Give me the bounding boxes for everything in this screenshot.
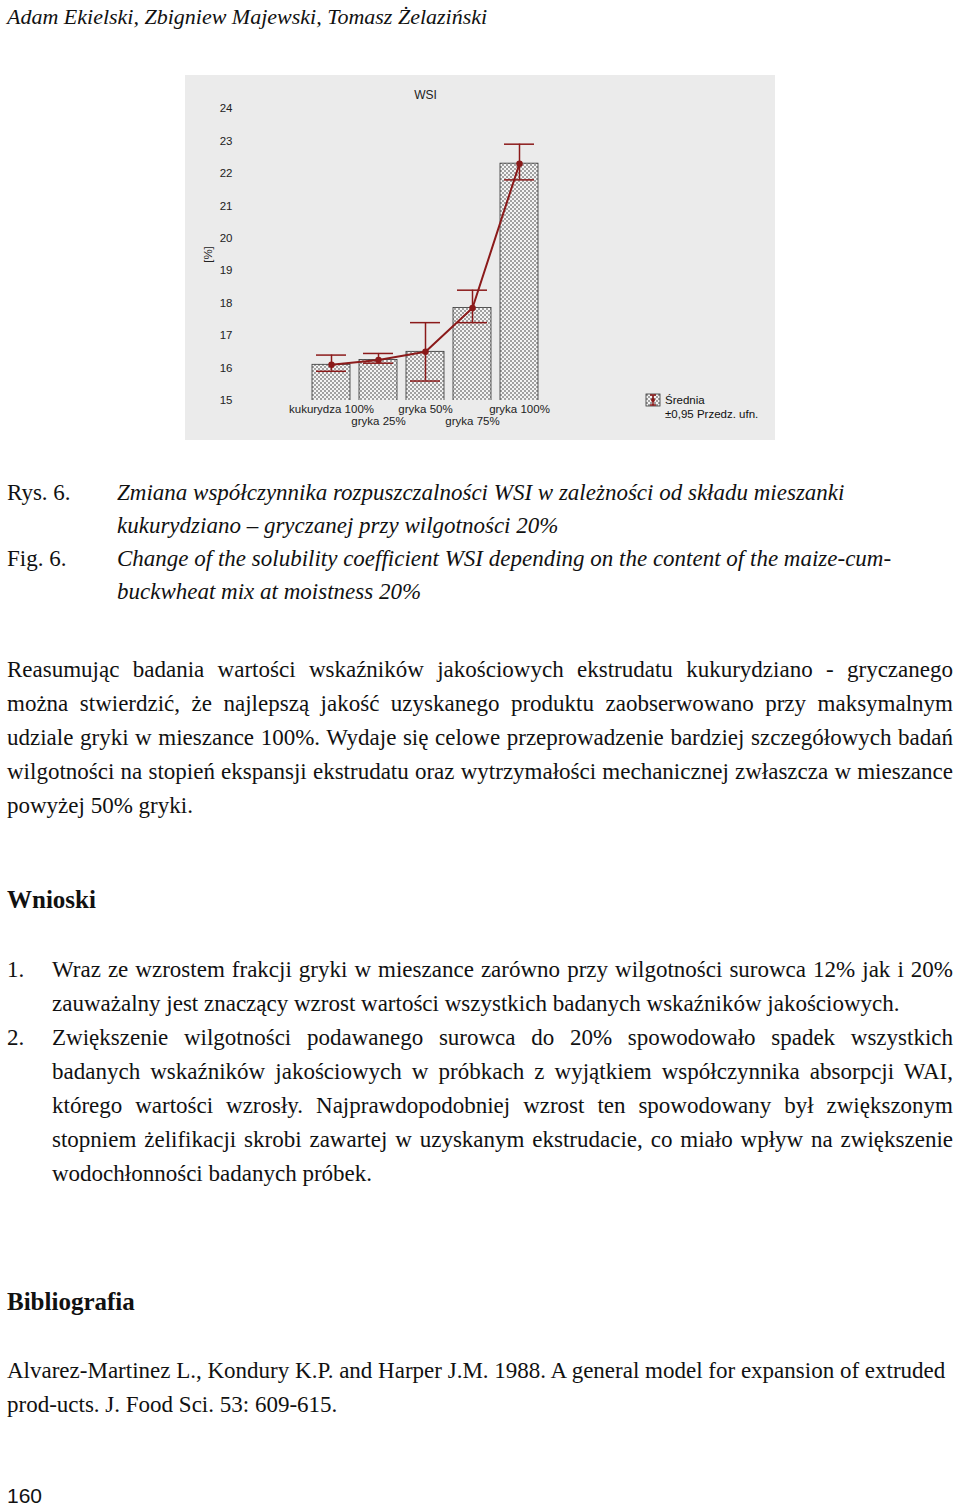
html-text:Średnia: Średnia [665, 394, 705, 406]
svg-text:gryka 25%: gryka 25% [351, 415, 405, 427]
html-text:Zwiększenie wilgotności podawa: Zwiększenie wilgotności podawanego surow… [52, 1025, 953, 1186]
svg-text:gryka 75%: gryka 75% [445, 415, 499, 427]
html-text:±0,95 Przedz. ufn.: ±0,95 Przedz. ufn. [665, 408, 759, 420]
html-text:Zmiana współczynnika rozpuszcz: Zmiana współczynnika rozpuszczalności WS… [117, 480, 845, 538]
svg-text:kukurydza 100%: kukurydza 100% [289, 403, 374, 415]
svg-text:16: 16 [220, 362, 233, 374]
html-text:160: 160 [7, 1484, 42, 1507]
html-text:Reasumując badania wartości ws: Reasumując badania wartości wskaźników j… [7, 657, 953, 818]
html-text:Adam Ekielski, Zbigniew Majews: Adam Ekielski, Zbigniew Majewski, Tomasz… [7, 4, 488, 29]
html-text:Fig. 6.: Fig. 6. [7, 546, 67, 571]
html-text:Alvarez-Martinez L., Kondury K: Alvarez-Martinez L., Kondury K.P. and Ha… [7, 1358, 946, 1417]
svg-text:20: 20 [220, 232, 233, 244]
svg-text:17: 17 [220, 329, 233, 341]
html-text:Rys. 6.: Rys. 6. [7, 480, 71, 505]
svg-text:24: 24 [220, 102, 233, 114]
svg-text:gryka 50%: gryka 50% [398, 403, 452, 415]
svg-text:22: 22 [220, 167, 233, 179]
html-text:Change of the solubility coeff: Change of the solubility coefficient WSI… [117, 546, 892, 604]
html-text:2.: 2. [7, 1025, 25, 1050]
html-text:Wnioski: Wnioski [7, 886, 96, 913]
svg-text:[%]: [%] [202, 246, 214, 263]
svg-text:gryka 100%: gryka 100% [489, 403, 550, 415]
html-text:Bibliografia: Bibliografia [7, 1288, 135, 1315]
svg-text:19: 19 [220, 264, 233, 276]
svg-text:21: 21 [220, 200, 233, 212]
html-text:Wraz ze wzrostem frakcji gryki: Wraz ze wzrostem frakcji gryki w mieszan… [52, 957, 953, 1016]
svg-text:23: 23 [220, 135, 233, 147]
html-text:1.: 1. [7, 957, 25, 982]
svg-text:15: 15 [220, 394, 233, 406]
svg-text:WSI: WSI [414, 88, 437, 102]
svg-text:18: 18 [220, 297, 233, 309]
